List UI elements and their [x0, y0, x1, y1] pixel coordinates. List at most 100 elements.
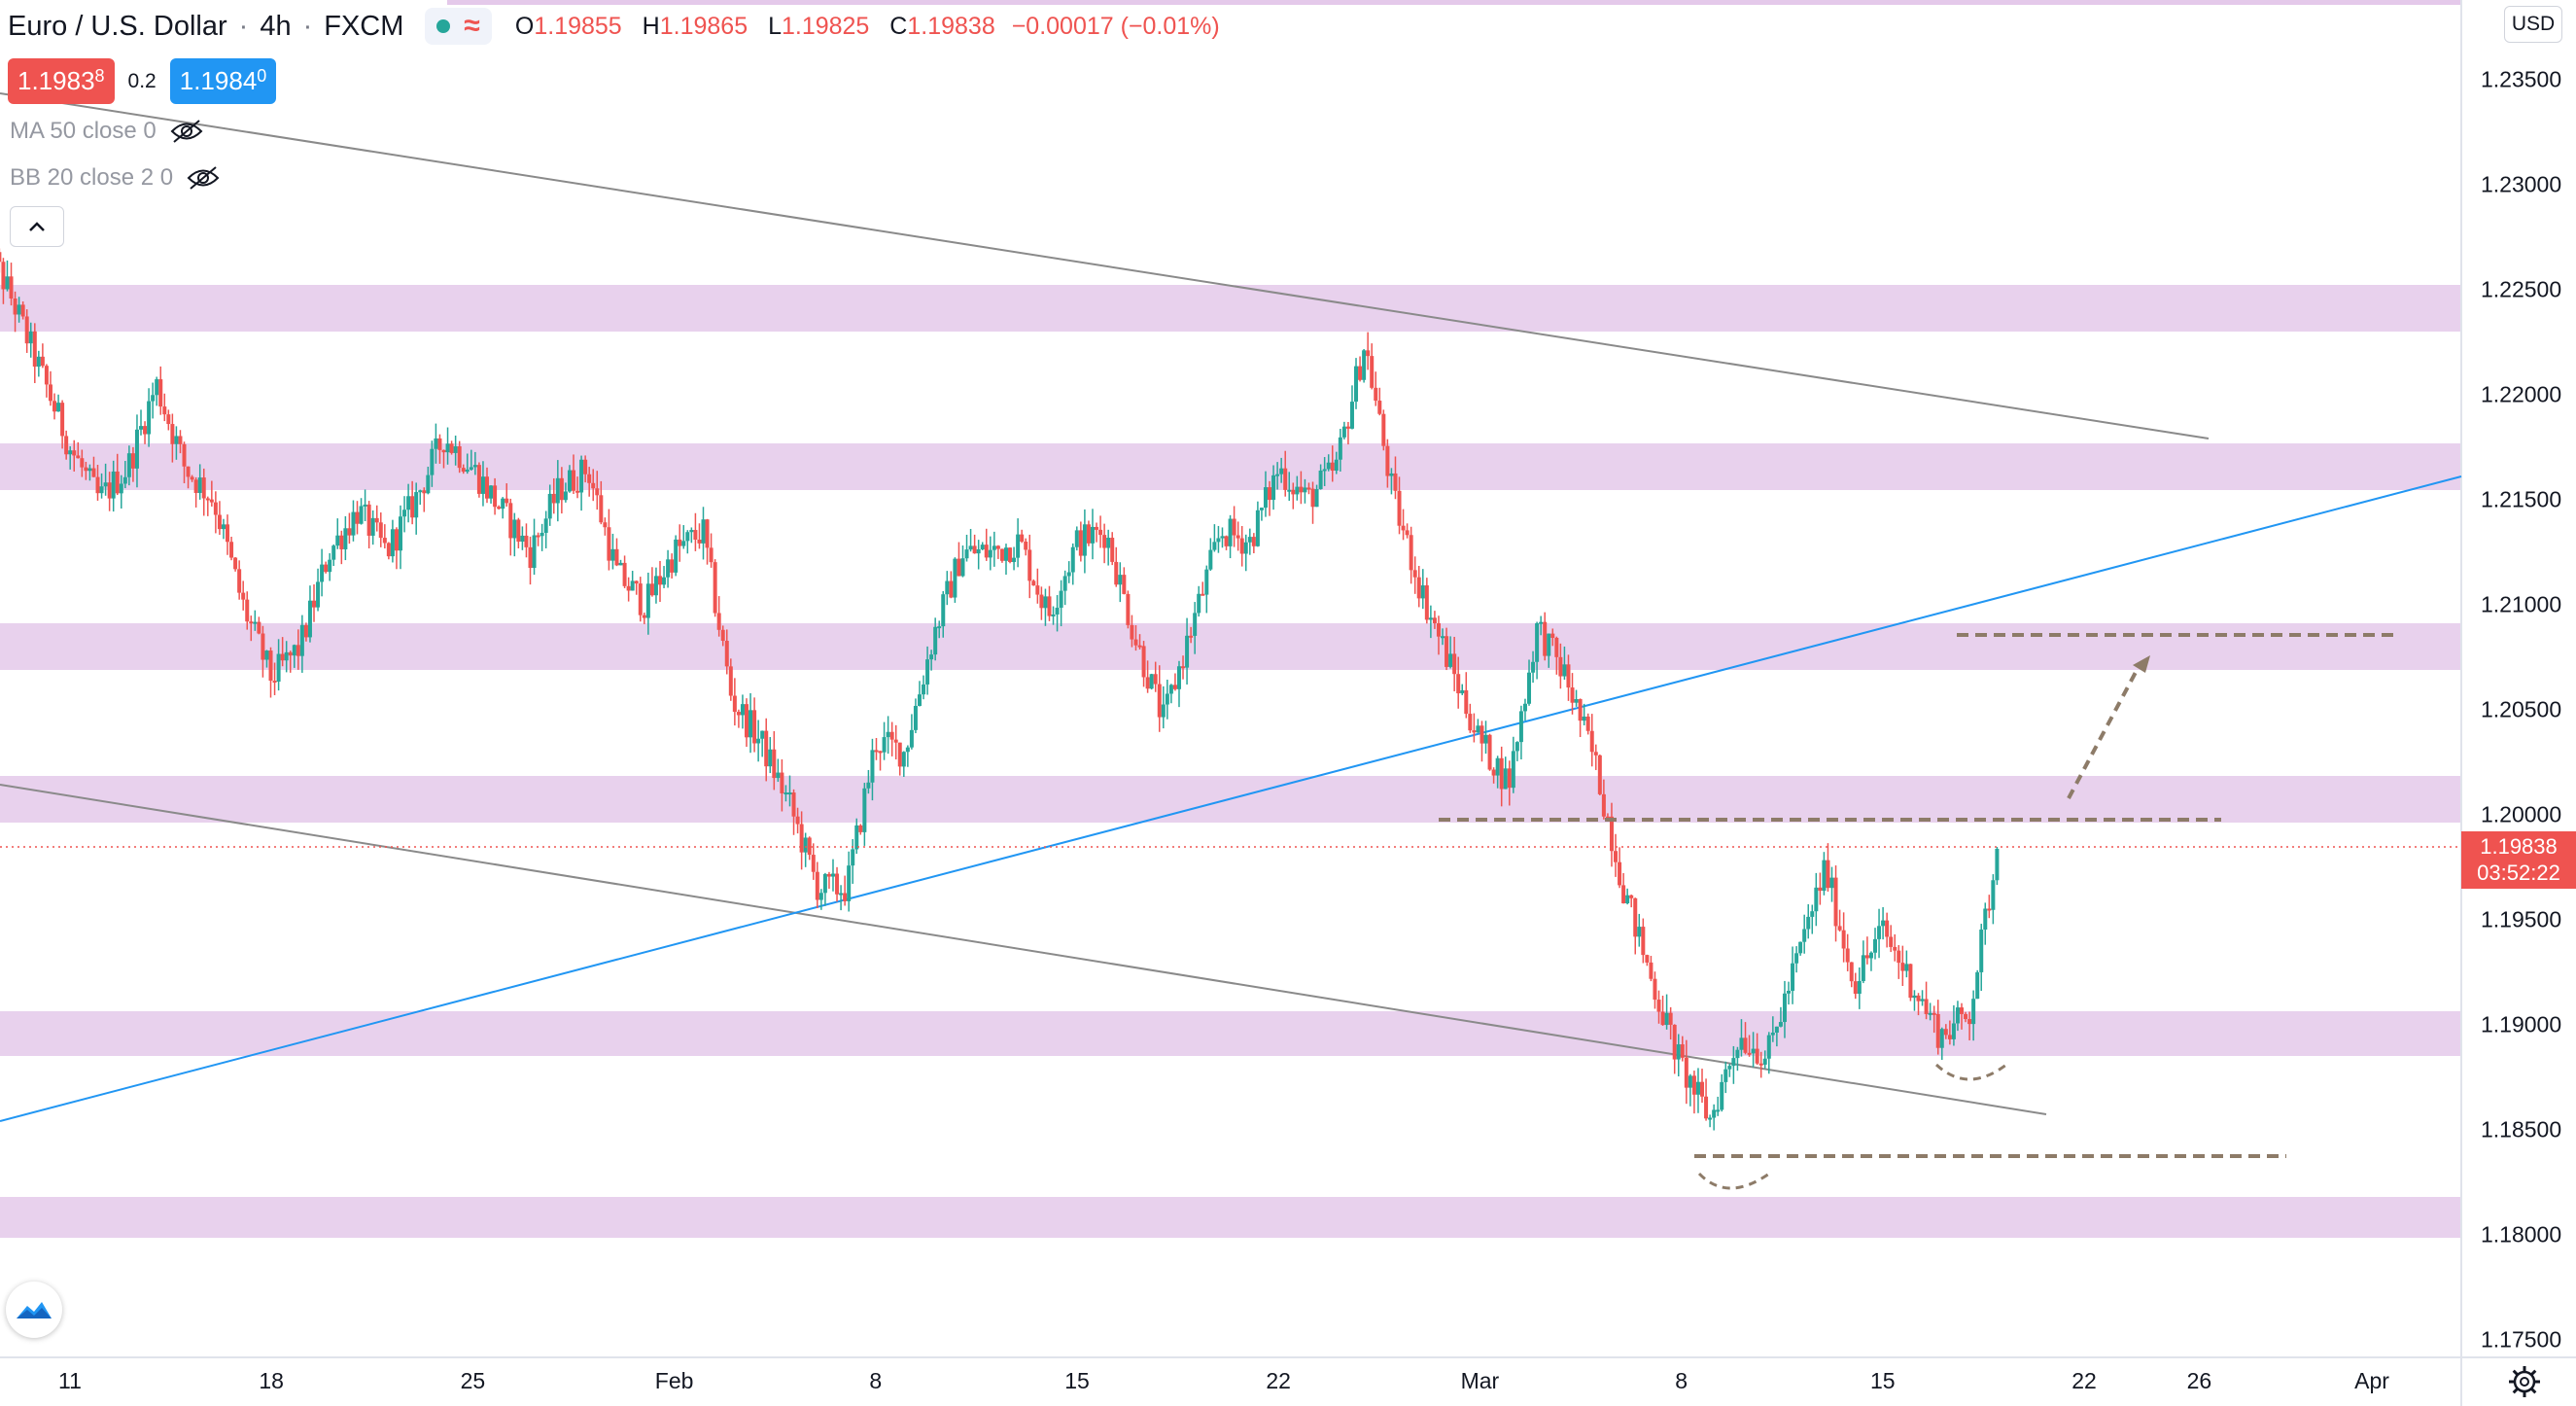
candle-up — [901, 752, 906, 767]
candle-down — [1747, 1052, 1752, 1055]
candle-up — [748, 710, 753, 738]
candle-down — [1137, 645, 1142, 648]
candle-up — [1255, 510, 1260, 546]
candle-down — [1039, 594, 1044, 609]
candle-up — [803, 837, 808, 853]
candle-down — [599, 495, 604, 523]
candle-down — [60, 403, 65, 437]
time-tick-label: 8 — [869, 1368, 883, 1393]
candle-down — [1098, 529, 1103, 536]
candle-up — [147, 401, 152, 435]
candle-down — [795, 816, 800, 825]
bid-ask-row: 1.19838 0.2 1.19840 — [8, 58, 277, 104]
candle-down — [288, 651, 293, 656]
candle-up — [1318, 470, 1323, 490]
candle-down — [193, 479, 198, 493]
time-tick-label: Feb — [654, 1368, 694, 1393]
eye-off-icon[interactable] — [170, 119, 203, 144]
symbol-name[interactable]: Euro / U.S. Dollar — [8, 10, 227, 42]
candle-up — [331, 545, 336, 560]
bid-sup: 8 — [94, 66, 105, 86]
candle-down — [241, 592, 246, 600]
low-value: 1.19825 — [781, 12, 870, 40]
candle-up — [1259, 508, 1264, 510]
collapse-legend-button[interactable] — [10, 206, 64, 247]
candle-up — [1881, 920, 1886, 927]
time-tick-label: 18 — [259, 1368, 284, 1393]
candle-up — [1476, 725, 1480, 733]
candle-down — [72, 450, 77, 456]
candle-down — [1629, 895, 1634, 898]
candle-down — [1153, 674, 1158, 685]
candle-down — [1189, 635, 1194, 638]
candle-up — [1983, 908, 1988, 931]
candle-up — [618, 562, 623, 566]
candle-down — [874, 750, 879, 753]
sell-price-button[interactable]: 1.19838 — [8, 58, 115, 104]
candle-down — [1310, 488, 1315, 508]
candle-down — [476, 465, 481, 494]
close-value: 1.19838 — [907, 12, 995, 40]
candle-up — [886, 731, 890, 738]
candle-down — [166, 414, 171, 425]
double-bottom-arc-1 — [1697, 1172, 1770, 1190]
projection-arrow — [2067, 662, 2142, 799]
candle-down — [1, 262, 6, 290]
currency-button[interactable]: USD — [2504, 6, 2562, 43]
candle-up — [666, 559, 671, 578]
candle-down — [1412, 570, 1417, 578]
candle-down — [1130, 624, 1134, 640]
candle-down — [1397, 490, 1402, 526]
candle-up — [701, 519, 706, 544]
eye-off-icon[interactable] — [187, 165, 220, 191]
indicator-ma[interactable]: MA 50 close 0 — [10, 118, 203, 145]
indicator-bb[interactable]: BB 20 close 2 0 — [10, 164, 220, 192]
candle-down — [1864, 955, 1869, 959]
candle-down — [312, 600, 317, 608]
candle-up — [1723, 1069, 1728, 1082]
candle-up — [363, 504, 367, 507]
candle-up — [630, 580, 635, 591]
candle-down — [158, 379, 163, 407]
candle-up — [1448, 653, 1453, 667]
candle-up — [119, 483, 123, 494]
buy-price-button[interactable]: 1.19840 — [169, 58, 277, 104]
candle-up — [976, 548, 981, 554]
candle-up — [1951, 1023, 1956, 1039]
candle-down — [1558, 656, 1563, 677]
candle-down — [626, 585, 631, 591]
candle-up — [1766, 1035, 1771, 1059]
candle-up — [134, 429, 139, 469]
candle-up — [1991, 880, 1996, 910]
candle-down — [957, 558, 961, 577]
interval-label[interactable]: 4h — [260, 10, 292, 42]
candle-down — [724, 641, 729, 667]
candle-up — [465, 469, 470, 473]
candle-down — [355, 511, 360, 524]
candle-up — [1716, 1109, 1721, 1112]
tradingview-logo-icon[interactable] — [6, 1282, 62, 1338]
candle-up — [937, 626, 942, 629]
candle-down — [1424, 585, 1429, 620]
candle-up — [1066, 572, 1071, 577]
candle-down — [1499, 757, 1504, 790]
candle-down — [394, 529, 399, 551]
settings-gear-icon[interactable] — [2506, 1363, 2543, 1400]
candle-up — [501, 498, 505, 510]
candle-up — [913, 705, 918, 730]
candle-down — [524, 535, 529, 547]
candle-up — [929, 654, 934, 660]
market-status-pill[interactable]: ≈ — [425, 8, 492, 45]
resistance-zone — [0, 443, 2461, 490]
candle-up — [851, 849, 855, 866]
candle-down — [1008, 547, 1013, 563]
time-tick-label: 15 — [1064, 1368, 1090, 1393]
candle-up — [945, 580, 950, 595]
candle-down — [1900, 963, 1905, 971]
candle-down — [1597, 755, 1602, 794]
candle-down — [843, 893, 848, 901]
candle-up — [1334, 459, 1339, 472]
candle-up — [1511, 751, 1515, 789]
candle-up — [1314, 489, 1319, 508]
